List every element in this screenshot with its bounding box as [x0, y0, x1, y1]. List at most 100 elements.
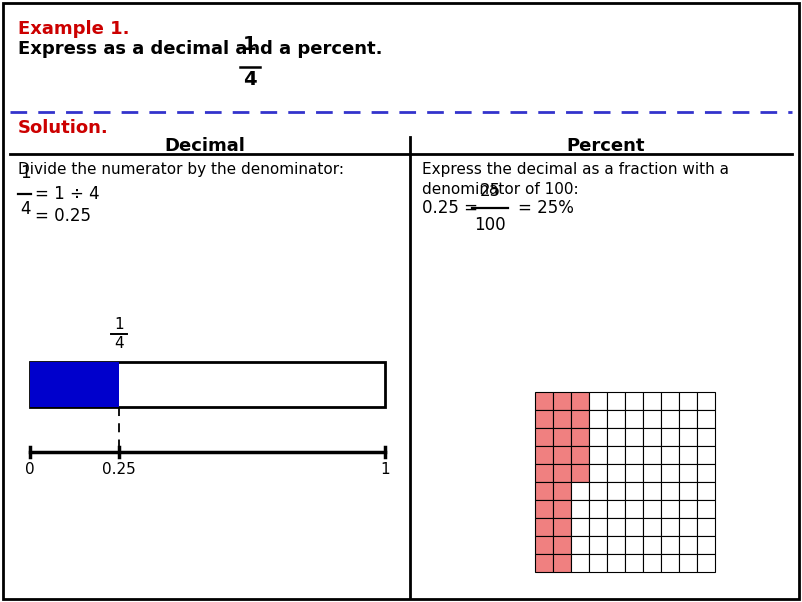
Text: 100: 100: [474, 216, 506, 234]
Text: 4: 4: [114, 336, 124, 351]
Bar: [625, 554, 643, 572]
Bar: [625, 536, 643, 554]
Bar: [589, 500, 607, 518]
Bar: [697, 464, 715, 482]
Bar: [553, 410, 571, 428]
Bar: [661, 554, 679, 572]
Bar: [535, 410, 553, 428]
Bar: [589, 446, 607, 464]
Bar: [607, 518, 625, 536]
Text: 1: 1: [114, 317, 124, 332]
Bar: [589, 410, 607, 428]
Bar: [607, 410, 625, 428]
Bar: [535, 428, 553, 446]
Bar: [679, 410, 697, 428]
Bar: [607, 464, 625, 482]
Bar: [535, 536, 553, 554]
Bar: [661, 518, 679, 536]
Bar: [571, 464, 589, 482]
Bar: [571, 536, 589, 554]
Text: 0.25: 0.25: [102, 462, 136, 477]
Bar: [571, 482, 589, 500]
Bar: [571, 410, 589, 428]
Text: = 25%: = 25%: [518, 199, 574, 217]
Bar: [679, 500, 697, 518]
Bar: [571, 392, 589, 410]
Bar: [697, 446, 715, 464]
Bar: [607, 482, 625, 500]
Bar: [643, 518, 661, 536]
Bar: [30, 362, 385, 407]
Bar: [697, 482, 715, 500]
Bar: [679, 482, 697, 500]
Bar: [643, 500, 661, 518]
Bar: [679, 518, 697, 536]
Bar: [661, 410, 679, 428]
Bar: [589, 464, 607, 482]
Bar: [607, 428, 625, 446]
Bar: [625, 410, 643, 428]
Bar: [625, 464, 643, 482]
Bar: [571, 554, 589, 572]
Text: Solution.: Solution.: [18, 119, 109, 137]
Bar: [661, 536, 679, 554]
Bar: [679, 446, 697, 464]
Bar: [643, 410, 661, 428]
Text: 0: 0: [25, 462, 34, 477]
Bar: [589, 536, 607, 554]
Bar: [661, 482, 679, 500]
Bar: [553, 446, 571, 464]
Bar: [553, 464, 571, 482]
Bar: [535, 392, 553, 410]
Text: Percent: Percent: [567, 137, 646, 155]
Bar: [679, 392, 697, 410]
Bar: [553, 482, 571, 500]
Bar: [535, 446, 553, 464]
Text: = 0.25: = 0.25: [35, 207, 91, 225]
Bar: [643, 536, 661, 554]
Bar: [553, 536, 571, 554]
Text: 1: 1: [20, 164, 30, 182]
Text: 4: 4: [20, 200, 30, 218]
Bar: [625, 518, 643, 536]
Bar: [589, 518, 607, 536]
Bar: [571, 518, 589, 536]
Text: 1: 1: [380, 462, 390, 477]
Bar: [535, 482, 553, 500]
Bar: [535, 518, 553, 536]
Bar: [643, 482, 661, 500]
Bar: [661, 464, 679, 482]
Bar: [607, 500, 625, 518]
Bar: [643, 446, 661, 464]
Bar: [535, 554, 553, 572]
Bar: [589, 428, 607, 446]
Bar: [589, 392, 607, 410]
Bar: [643, 464, 661, 482]
Bar: [697, 500, 715, 518]
Bar: [607, 554, 625, 572]
Bar: [553, 500, 571, 518]
Bar: [571, 428, 589, 446]
Text: 1: 1: [243, 35, 257, 54]
Bar: [643, 554, 661, 572]
Bar: [553, 518, 571, 536]
Text: denominator of 100:: denominator of 100:: [422, 182, 578, 197]
Bar: [30, 362, 119, 407]
Bar: [661, 392, 679, 410]
Bar: [679, 554, 697, 572]
Bar: [697, 554, 715, 572]
Text: Express as a decimal and a percent.: Express as a decimal and a percent.: [18, 40, 383, 58]
Bar: [553, 428, 571, 446]
Bar: [625, 428, 643, 446]
Bar: [553, 554, 571, 572]
Bar: [697, 392, 715, 410]
Bar: [553, 392, 571, 410]
Bar: [607, 536, 625, 554]
Bar: [607, 392, 625, 410]
Bar: [625, 500, 643, 518]
Bar: [697, 428, 715, 446]
Bar: [697, 518, 715, 536]
Text: 4: 4: [243, 70, 257, 89]
Text: 25: 25: [480, 182, 500, 200]
Bar: [679, 428, 697, 446]
